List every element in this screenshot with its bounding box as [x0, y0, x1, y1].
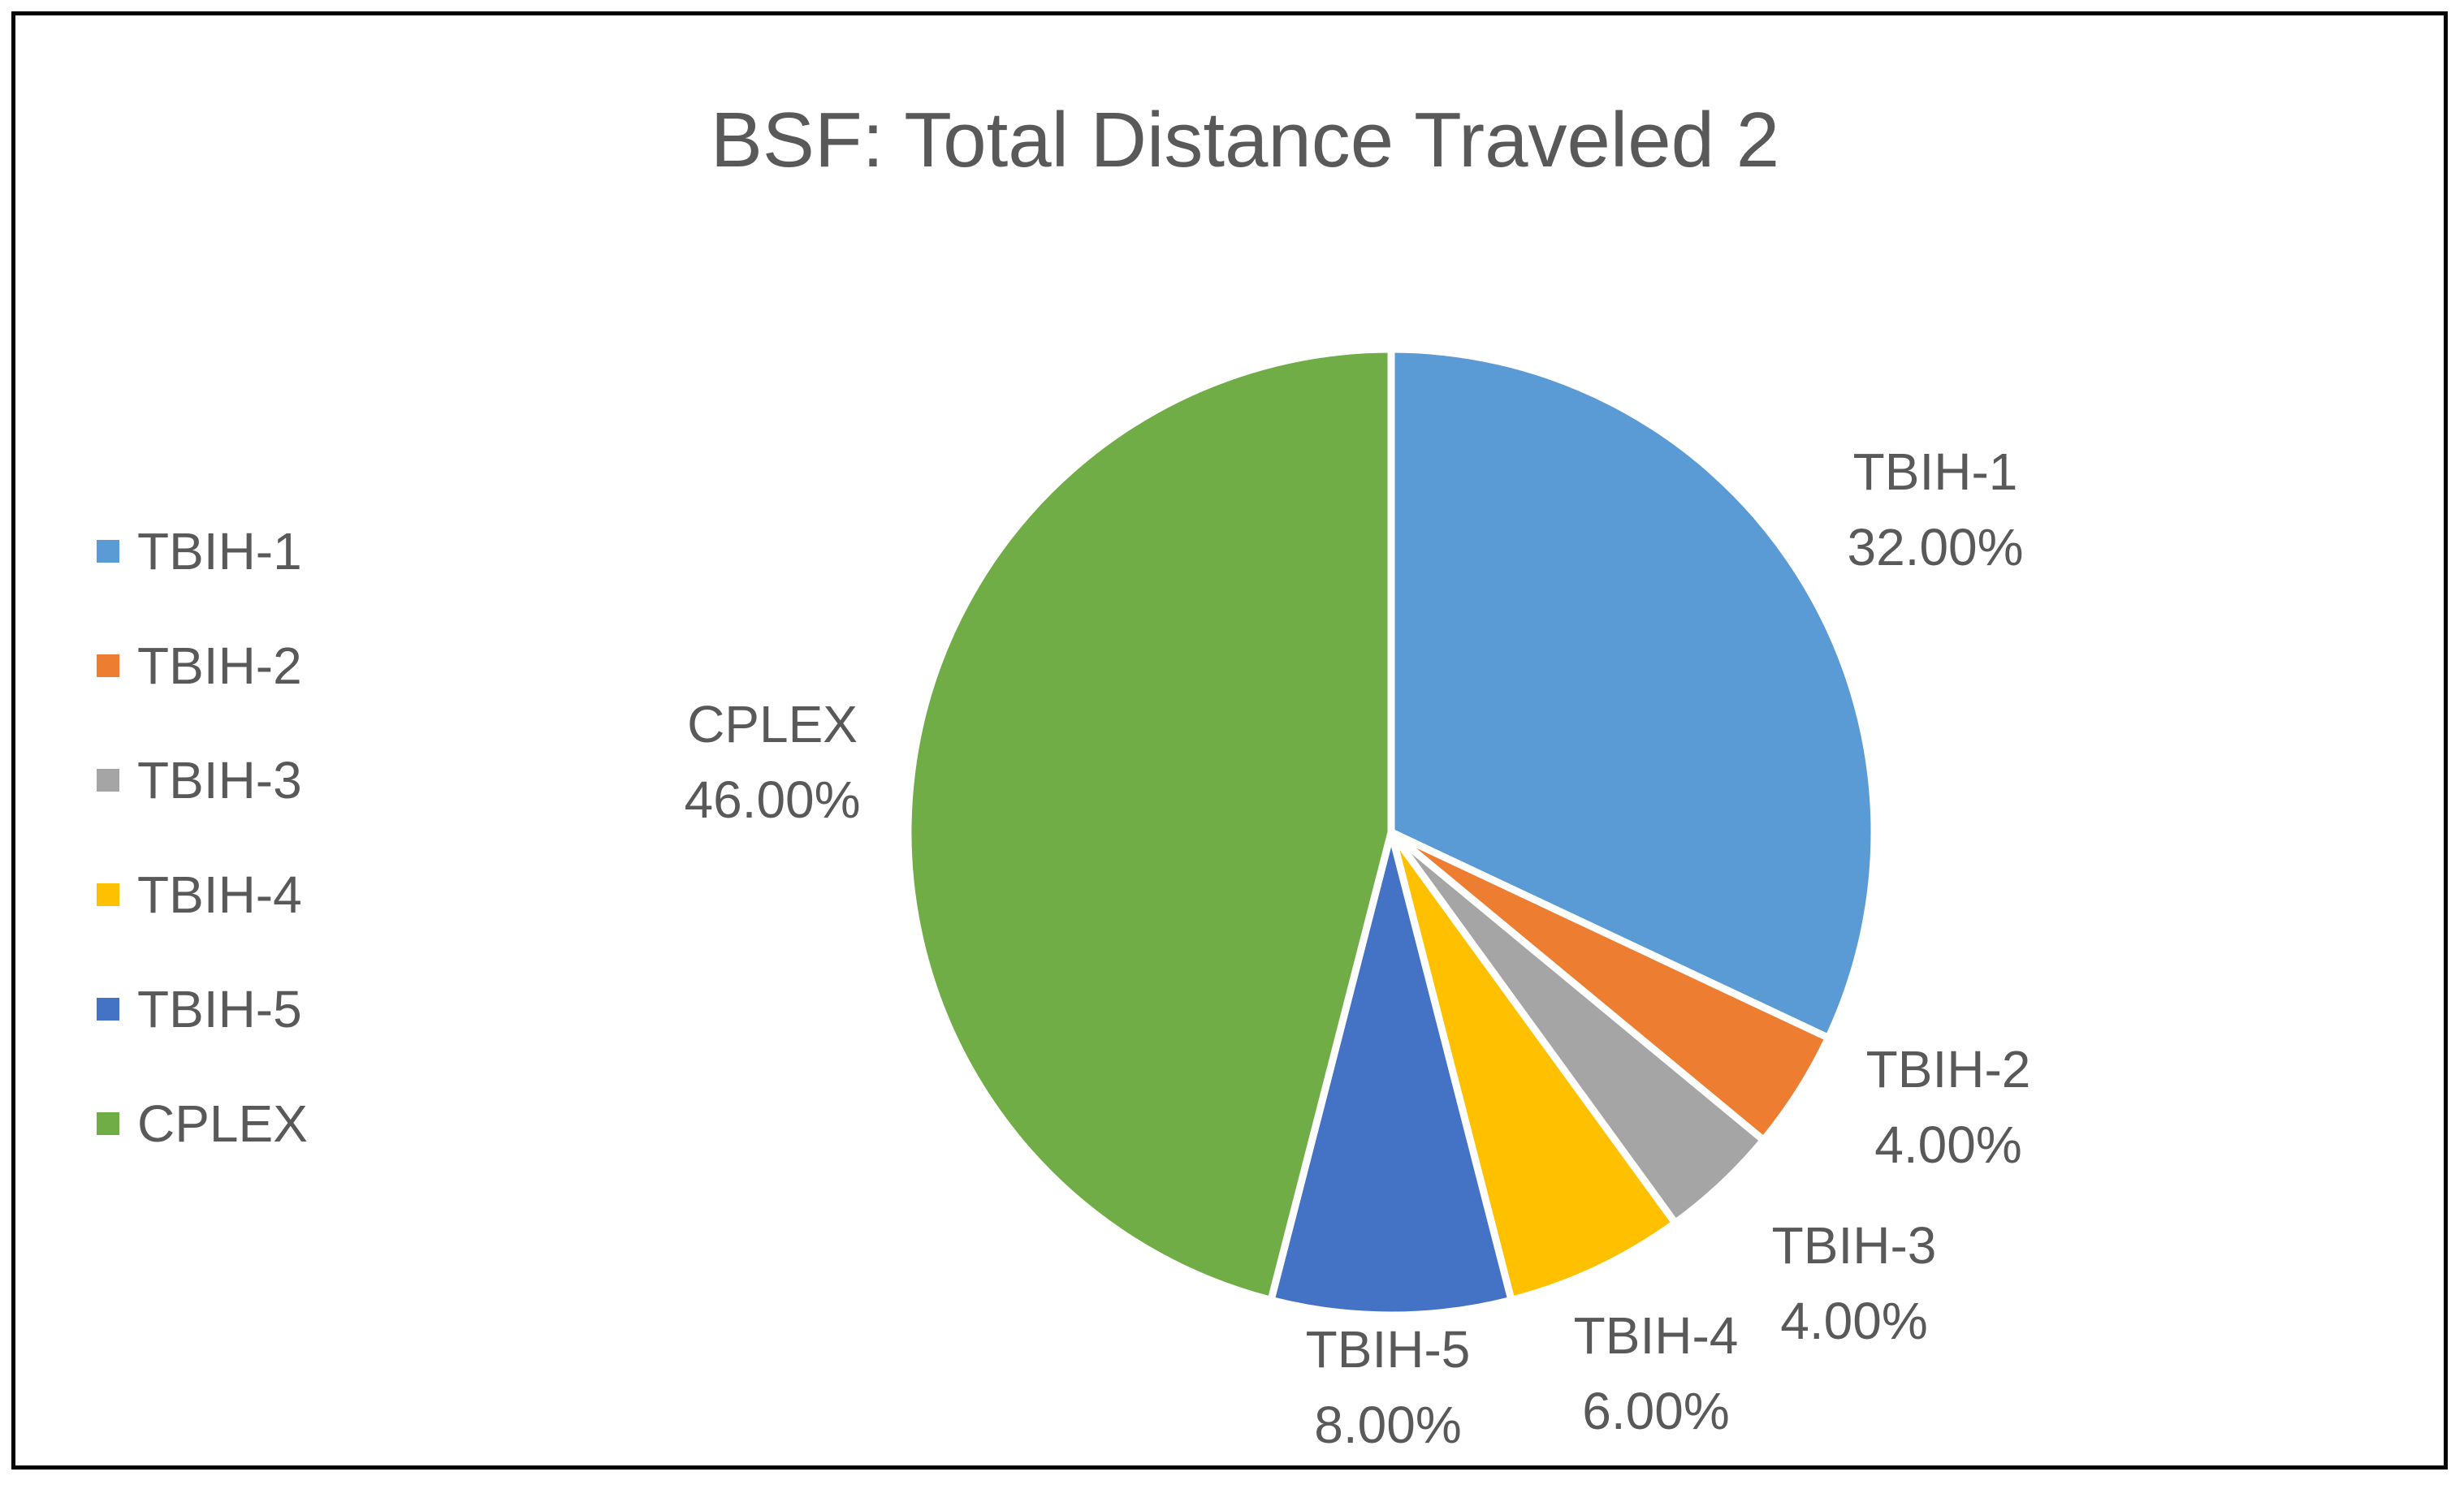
legend-label-cplex: CPLEX [137, 1094, 308, 1153]
data-label-tbih-4: TBIH-4 6.00% [1574, 1306, 1739, 1440]
data-label-tbih-1: TBIH-1 32.00% [1847, 442, 2023, 576]
legend-marker-tbih-3 [97, 769, 119, 792]
legend-marker-cplex [97, 1112, 119, 1135]
data-label-tbih-2: TBIH-2 4.00% [1866, 1040, 2031, 1174]
legend-label-tbih-2: TBIH-2 [137, 637, 302, 695]
pie-slices [904, 345, 1878, 1319]
legend-marker-tbih-5 [97, 998, 119, 1021]
legend-marker-tbih-1 [97, 540, 119, 563]
pie-slice-tbih-5 [1267, 828, 1515, 1319]
legend: TBIH-1 TBIH-2 TBIH-3 TBIH-4 TBIH-5 CPLEX [97, 522, 308, 1153]
pie-slice-cplex [904, 345, 1395, 1304]
pie-slice-tbih-4 [1387, 828, 1679, 1304]
data-label-tbih-3: TBIH-3 4.00% [1772, 1216, 1937, 1350]
legend-label-tbih-1: TBIH-1 [137, 522, 302, 580]
chart-title: BSF: Total Distance Traveled 2 [711, 97, 1779, 183]
legend-marker-tbih-4 [97, 883, 119, 906]
legend-label-tbih-5: TBIH-5 [137, 980, 302, 1038]
legend-marker-tbih-2 [97, 654, 119, 677]
chart-frame: BSF: Total Distance Traveled 2 TBIH-1 32.… [11, 11, 2448, 1470]
legend-label-tbih-3: TBIH-3 [137, 751, 302, 809]
data-label-tbih-5: TBIH-5 8.00% [1306, 1320, 1471, 1454]
data-labels: TBIH-1 32.00% TBIH-2 4.00% TBIH-3 4.00%TBIH-4… [684, 442, 2030, 1454]
data-label-cplex: CPLEX 46.00% [684, 695, 860, 829]
pie-chart: BSF: Total Distance Traveled 2 TBIH-1 32.… [97, 97, 2030, 1454]
legend-label-tbih-4: TBIH-4 [137, 865, 302, 924]
pie-slice-tbih-1 [1387, 345, 1878, 1042]
